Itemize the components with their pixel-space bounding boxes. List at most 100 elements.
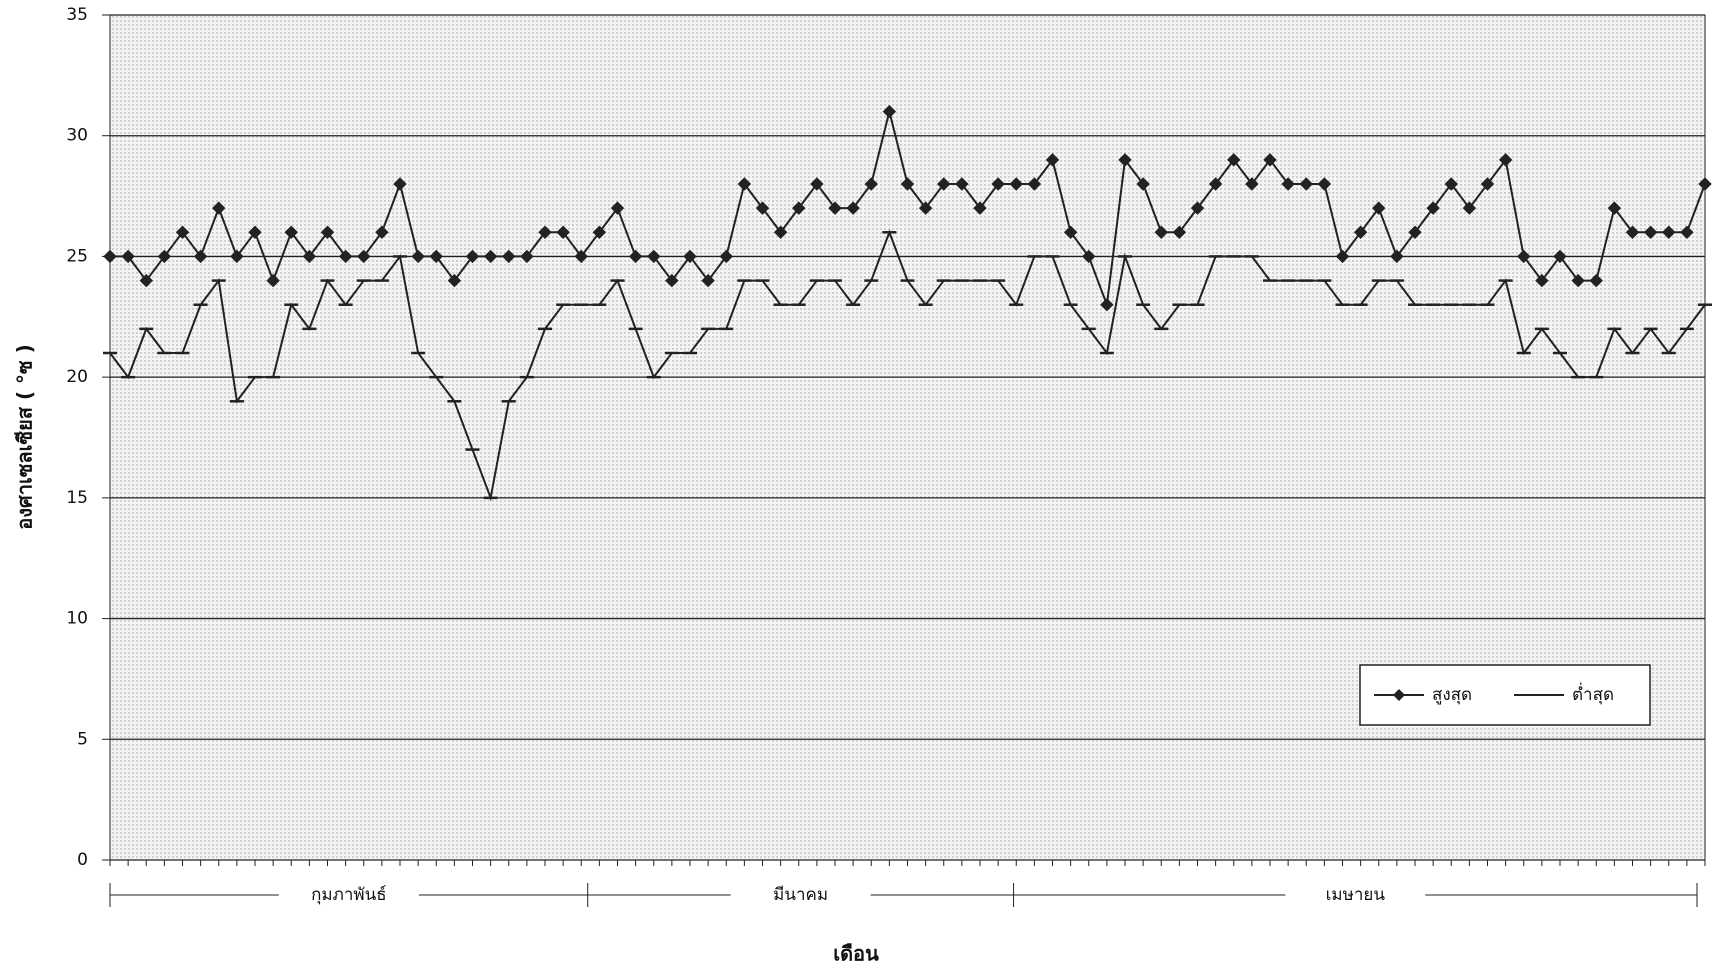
- point: [918, 201, 933, 215]
- point: [1698, 177, 1712, 191]
- point: [810, 177, 824, 191]
- point: [266, 273, 280, 288]
- point: [1517, 249, 1531, 264]
- point: [1100, 298, 1114, 312]
- point: [465, 249, 480, 264]
- y-tick-label: 35: [66, 5, 88, 25]
- legend-label: สูงสุด: [1432, 685, 1472, 705]
- point: [1480, 177, 1495, 191]
- point: [592, 225, 607, 239]
- point: [1426, 201, 1440, 215]
- point: [1571, 273, 1585, 288]
- point: [610, 201, 625, 215]
- point: [538, 225, 552, 239]
- point: [248, 225, 262, 239]
- point: [357, 249, 371, 264]
- point: [1372, 201, 1386, 215]
- point: [103, 249, 117, 264]
- point: [1045, 153, 1060, 167]
- point: [1227, 153, 1241, 167]
- point: [1299, 177, 1313, 191]
- point: [1172, 225, 1187, 239]
- point: [1408, 225, 1422, 239]
- point: [828, 201, 842, 215]
- point: [1136, 177, 1150, 191]
- point: [212, 201, 226, 215]
- point: [1589, 273, 1603, 288]
- point: [338, 249, 353, 264]
- point: [1680, 225, 1694, 239]
- point: [628, 249, 643, 264]
- point: [1643, 225, 1658, 239]
- point: [1154, 225, 1168, 239]
- point: [755, 201, 770, 215]
- point: [937, 177, 951, 191]
- point: [1263, 153, 1277, 167]
- month-label: เมษายน: [1326, 885, 1386, 905]
- point: [864, 177, 878, 191]
- point: [139, 273, 153, 288]
- point: [1281, 177, 1295, 191]
- legend-label: ต่ำสุด: [1572, 682, 1614, 705]
- point: [719, 249, 733, 264]
- legend-marker: [1393, 689, 1405, 701]
- point: [447, 273, 462, 288]
- point: [1390, 249, 1404, 264]
- y-tick-label: 20: [66, 367, 88, 387]
- month-label: กุมภาพันธ์: [311, 885, 386, 905]
- x-axis-label: เดือน: [833, 942, 879, 966]
- y-tick-label: 15: [66, 488, 88, 508]
- point: [900, 177, 915, 191]
- point: [1662, 225, 1676, 239]
- y-axis-label: องศาเซลเซียส ( °ซ ): [13, 344, 37, 529]
- point: [1353, 225, 1368, 239]
- point: [157, 249, 172, 264]
- point: [1118, 153, 1132, 167]
- point: [683, 249, 697, 264]
- point: [973, 201, 987, 215]
- point: [737, 177, 752, 191]
- point: [175, 225, 190, 239]
- plot-area: [109, 14, 1706, 861]
- point: [284, 225, 298, 239]
- point: [1553, 249, 1567, 264]
- point: [121, 249, 135, 264]
- point: [1009, 177, 1023, 191]
- point: [574, 249, 588, 264]
- point: [991, 177, 1005, 191]
- point: [556, 225, 570, 239]
- point: [483, 249, 498, 264]
- month-label-bg: [278, 883, 419, 907]
- point: [1444, 177, 1458, 191]
- point: [1498, 153, 1513, 167]
- point: [647, 249, 661, 264]
- point: [955, 177, 969, 191]
- point: [1027, 177, 1042, 191]
- month-label: มีนาคม: [773, 885, 828, 905]
- point: [1190, 201, 1205, 215]
- point: [846, 201, 860, 215]
- point: [1462, 201, 1477, 215]
- point: [882, 104, 897, 119]
- point: [1535, 273, 1549, 288]
- y-tick-label: 30: [66, 126, 88, 146]
- point: [1063, 225, 1078, 239]
- point: [1335, 249, 1350, 264]
- point: [1317, 177, 1332, 191]
- month-label-bg: [1285, 883, 1426, 907]
- point: [230, 249, 244, 264]
- y-tick-label: 25: [66, 246, 88, 266]
- month-label-bg: [730, 883, 871, 907]
- point: [1245, 177, 1259, 191]
- point: [302, 249, 317, 264]
- point: [411, 249, 425, 264]
- point: [393, 177, 407, 191]
- point: [1625, 225, 1640, 239]
- y-tick-label: 5: [77, 729, 88, 749]
- point: [193, 249, 208, 264]
- y-tick-label: 10: [66, 609, 88, 629]
- point: [1082, 249, 1096, 264]
- point: [520, 249, 534, 264]
- point: [1208, 177, 1223, 191]
